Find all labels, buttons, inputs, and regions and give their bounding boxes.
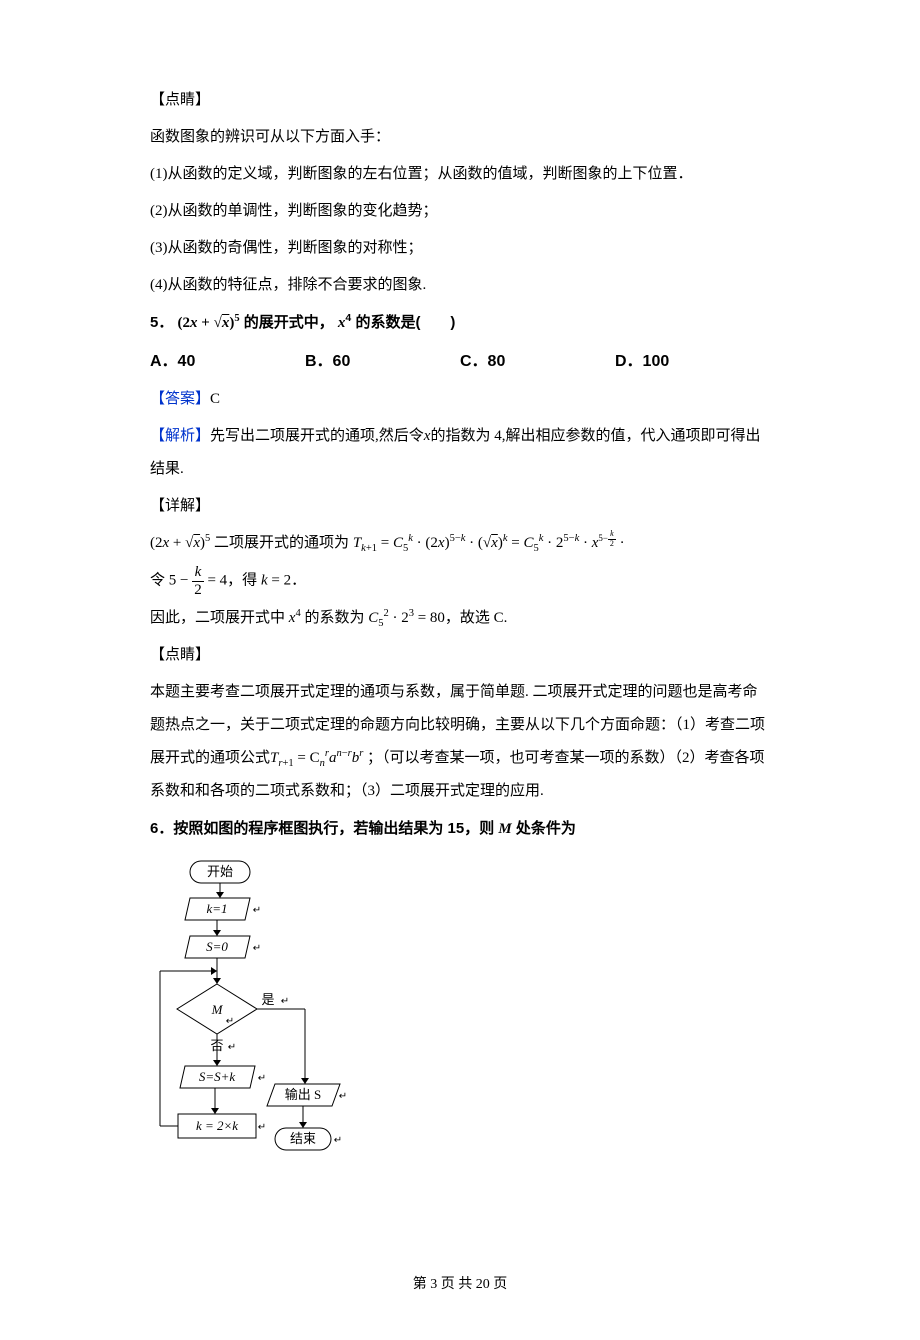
fc-start: 开始: [207, 864, 233, 879]
exp5: 5: [205, 533, 210, 544]
list-item-4: (4)从函数的特征点，排除不合要求的图象.: [150, 269, 770, 302]
intro-text: 函数图象的辨识可从以下方面入手：: [150, 121, 770, 154]
fc-ssk: S=S+k: [199, 1069, 236, 1084]
list-item-2: (2)从函数的单调性，判断图象的变化趋势；: [150, 195, 770, 228]
q5-expansion: (2x + √x)5 二项展开式的通项为 Tk+1 = C5k · (2x)5−…: [150, 527, 770, 560]
page-footer: 第 3 页 共 20 页: [150, 1270, 770, 1301]
q5-expression: (2x + √x)5: [178, 315, 240, 331]
q5-let: 令 5 − k2 = 4，得 k = 2．: [150, 564, 770, 598]
q5-exp: 5: [234, 313, 239, 324]
fc-e9: ↵: [334, 1135, 342, 1146]
therefore-formula: C52 · 23: [368, 610, 414, 626]
let-text3: = 2．: [271, 573, 306, 589]
detail-label: 【详解】: [150, 490, 770, 523]
q5-analysis-row: 【解析】先写出二项展开式的通项,然后令x的指数为 4,解出相应参数的值，代入通项…: [150, 420, 770, 486]
fc-k1: k=1: [206, 901, 227, 916]
q5-number: 5．: [150, 314, 173, 331]
q5-expansion-expr: (2x + √x)5: [150, 535, 210, 551]
fc-output: 输出 S: [285, 1087, 321, 1102]
fc-M: M: [211, 1002, 224, 1017]
q5-optC: C．80: [460, 344, 615, 379]
q5-therefore: 因此，二项展开式中 x4 的系数为 C52 · 23 = 80，故选 C.: [150, 602, 770, 635]
fc-k2k: k = 2×k: [196, 1118, 238, 1133]
answer-value: C: [210, 391, 220, 407]
tcube: 3: [409, 608, 414, 619]
q5-post2: 的系数是( ): [355, 314, 455, 331]
q6-post: 处条件为: [512, 820, 576, 837]
fc-e5: ↵: [228, 1042, 236, 1053]
fc-e2: ↵: [253, 943, 261, 954]
fc-e6: ↵: [258, 1073, 266, 1084]
tdot: · 2: [389, 610, 409, 626]
q5-stem: 5． (2x + √x)5 的展开式中， x4 的系数是( ): [150, 306, 770, 340]
therefore2: 的系数为: [304, 610, 364, 626]
fc-end: 结束: [290, 1131, 316, 1146]
flowchart-svg: 开始 k=1 ↵ S=0 ↵ M ↵ 是 ↵: [150, 856, 350, 1186]
q5-summary: 本题主要考查二项展开式定理的通项与系数，属于简单题. 二项展开式定理的问题也是高…: [150, 676, 770, 808]
analysis-label: 【解析】: [150, 428, 210, 444]
frac-den: 2: [192, 582, 204, 599]
therefore-eq: = 80，故选 C.: [418, 610, 508, 626]
t52: 5: [378, 618, 383, 629]
q5-optB: B．60: [305, 344, 460, 379]
answer-label: 【答案】: [150, 391, 210, 407]
therefore-exp: 4: [295, 608, 300, 619]
dianjing-label: 【点睛】: [150, 84, 770, 117]
sn: n: [320, 758, 325, 769]
q6-number: 6．按照如图的程序框图执行，若输出结果为 15，则: [150, 820, 498, 837]
frac-num: k: [192, 564, 204, 582]
flowchart-diagram: 开始 k=1 ↵ S=0 ↵ M ↵ 是 ↵: [150, 856, 350, 1199]
q5-answer-row: 【答案】C: [150, 383, 770, 416]
q5-optD: D．100: [615, 344, 770, 379]
analysis-text1: 先写出二项展开式的通项,然后令: [210, 428, 424, 444]
expansion-text: 二项展开式的通项为: [214, 535, 349, 551]
fc-e1: ↵: [253, 905, 261, 916]
list-item-1: (1)从函数的定义域，判断图象的左右位置；从函数的值域，判断图象的上下位置．: [150, 158, 770, 191]
fc-e4: ↵: [281, 996, 289, 1007]
fc-e7: ↵: [339, 1091, 347, 1102]
fc-s0: S=0: [206, 939, 228, 954]
therefore1: 因此，二项展开式中: [150, 610, 289, 626]
q5-options: A．40 B．60 C．80 D．100: [150, 344, 770, 379]
list-item-3: (3)从函数的奇偶性，判断图象的对称性；: [150, 232, 770, 265]
fc-no: 否: [210, 1038, 223, 1053]
fc-e3: ↵: [226, 1016, 234, 1027]
let-text1: 令 5 −: [150, 573, 188, 589]
q5-optA: A．40: [150, 344, 305, 379]
q5-exp2: 4: [345, 312, 351, 324]
q5-formula: Tk+1 = C5k · (2x)5−k · (√x)k = C5k · 25−…: [353, 535, 625, 551]
q6-M: M: [498, 821, 511, 837]
let-k: k: [261, 573, 268, 589]
q5-dianjing: 【点睛】: [150, 639, 770, 672]
let-frac: k2: [192, 573, 207, 589]
fc-yes: 是: [261, 992, 274, 1007]
fc-e8: ↵: [258, 1122, 266, 1133]
q6-stem: 6．按照如图的程序框图执行，若输出结果为 15，则 M 处条件为: [150, 812, 770, 846]
q5-post1: 的展开式中，: [244, 314, 334, 331]
summary-formula: Tr+1 = Cnran−rbr: [270, 750, 363, 766]
let-text2: = 4，得: [207, 573, 257, 589]
